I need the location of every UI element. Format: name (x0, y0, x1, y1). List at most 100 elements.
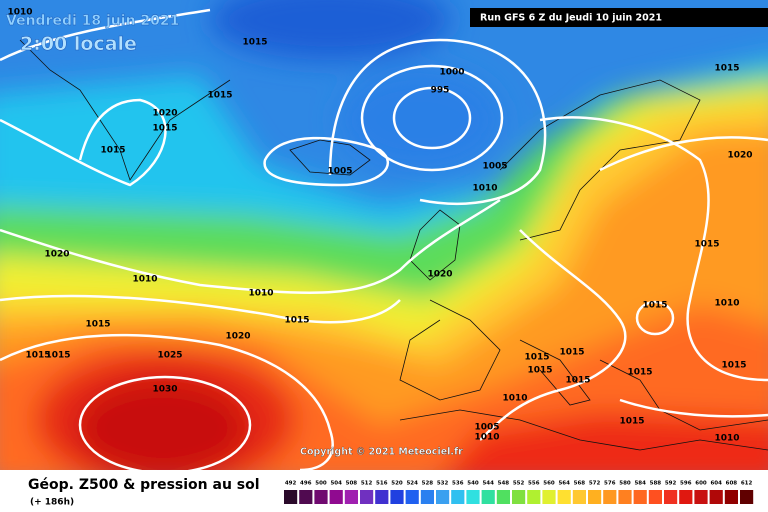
isobar-label: 1020 (427, 270, 452, 280)
legend-swatch (633, 490, 647, 504)
legend-swatch (648, 490, 662, 504)
isobar-label: 1010 (472, 184, 497, 194)
legend-label: 572 (589, 481, 601, 487)
scandinavia-coast (499, 79, 701, 241)
legend-swatch (344, 490, 358, 504)
legend-label: 576 (604, 481, 616, 487)
isobar-label: 1015 (207, 91, 232, 101)
legend-swatch (664, 490, 678, 504)
legend-label: 564 (558, 481, 570, 487)
legend-label: 540 (467, 481, 479, 487)
isobar-label: 1010 (132, 275, 157, 285)
legend-swatch (740, 490, 754, 504)
lead-time: (+ 186h) (30, 498, 74, 508)
legend-swatch (436, 490, 450, 504)
legend-label: 504 (330, 481, 342, 487)
legend-label: 508 (346, 481, 358, 487)
isobar-label: 1020 (152, 109, 177, 119)
legend-label: 536 (452, 481, 464, 487)
isobar (392, 86, 472, 150)
isobar-label: 1010 (714, 299, 739, 309)
isobar-label: 1015 (25, 351, 50, 361)
legend-label: 596 (680, 481, 692, 487)
legend-swatch (572, 490, 586, 504)
legend-label: 552 (513, 481, 525, 487)
isobar-label: 1005 (474, 423, 499, 433)
run-info: Run GFS 6 Z du Jeudi 10 juin 2021 (480, 13, 662, 24)
isobar (0, 294, 401, 324)
legend-scale: 492 496 500 504 508 512 516 520 524 528 532 536 540 5… (284, 481, 754, 504)
legend-label: 600 (695, 481, 707, 487)
legend-label: 512 (361, 481, 373, 487)
legend-swatch (314, 490, 328, 504)
legend-swatch (542, 490, 556, 504)
isobar-label: 1020 (727, 151, 752, 161)
legend-label: 520 (391, 481, 403, 487)
legend-label: 532 (437, 481, 449, 487)
isobar-label: 1010 (7, 8, 32, 18)
isobar-label: 1015 (619, 417, 644, 427)
legend-label: 548 (498, 481, 510, 487)
legend-swatch (375, 490, 389, 504)
legend-label: 580 (619, 481, 631, 487)
legend-swatch (360, 490, 374, 504)
forecast-date: Vendredi 18 juin 2021 (6, 13, 179, 29)
isobar-label: 1015 (100, 146, 125, 156)
legend-swatch (284, 490, 298, 504)
isobar-label: 1015 (152, 124, 177, 134)
isobar-label: 1025 (157, 351, 182, 361)
legend-swatch (390, 490, 404, 504)
africa-coast (399, 409, 768, 451)
legend-label: 560 (543, 481, 555, 487)
isobar-label: 1015 (527, 366, 552, 376)
isobar-label: 1015 (627, 368, 652, 378)
legend-label: 568 (574, 481, 586, 487)
legend-swatch (694, 490, 708, 504)
legend-swatch (329, 490, 343, 504)
isobar-label: 1010 (502, 394, 527, 404)
legend-label: 500 (315, 481, 327, 487)
legend-label: 592 (665, 481, 677, 487)
legend-swatch (679, 490, 693, 504)
isobar-label: 1020 (225, 332, 250, 342)
legend-swatch (709, 490, 723, 504)
legend-swatch (405, 490, 419, 504)
isobar (539, 116, 768, 382)
forecast-time: 2:00 locale (20, 33, 137, 55)
legend-title: Géop. Z500 & pression au sol (28, 477, 260, 493)
isobar (78, 375, 252, 470)
isobar (0, 8, 211, 187)
legend-label: 584 (634, 481, 646, 487)
isobar-label: 1015 (565, 376, 590, 386)
legend-label: 604 (710, 481, 722, 487)
isobar (263, 136, 389, 187)
legend-swatch (466, 490, 480, 504)
isobar-label: 1000 (439, 68, 464, 78)
legend-swatch (481, 490, 495, 504)
legend-label: 556 (528, 481, 540, 487)
isobar-label: 1005 (482, 162, 507, 172)
legend-label: 588 (650, 481, 662, 487)
legend-label: 544 (482, 481, 494, 487)
isobar-label: 1015 (242, 38, 267, 48)
run-box (470, 8, 768, 27)
isobar-label: 1015 (559, 348, 584, 358)
legend-label: 492 (285, 481, 297, 487)
isobar-label: 1015 (45, 351, 70, 361)
legend-label: 516 (376, 481, 388, 487)
legend-label: 612 (741, 481, 753, 487)
isobar (599, 136, 768, 418)
isobar (0, 333, 334, 470)
isobar-label: 1015 (714, 64, 739, 74)
legend-swatch (496, 490, 510, 504)
isobar (479, 229, 627, 441)
legend-swatch (512, 490, 526, 504)
legend-label: 524 (406, 481, 418, 487)
legend-swatch (420, 490, 434, 504)
isobar-label: 1015 (694, 240, 719, 250)
legend-label: 608 (726, 481, 738, 487)
